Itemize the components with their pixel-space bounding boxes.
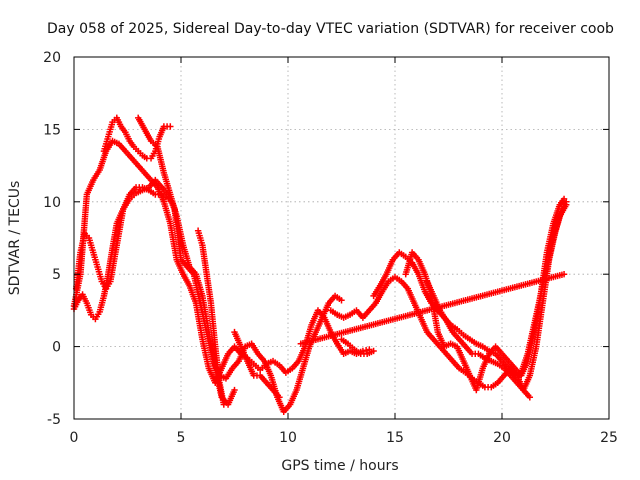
data-point	[338, 297, 345, 304]
data-points	[70, 114, 570, 415]
x-tick-labels: 0 5 10 15 20 25	[70, 430, 618, 446]
axis-ticks	[73, 56, 610, 420]
x-tick-label: 20	[493, 430, 511, 446]
data-point	[167, 123, 174, 130]
series-trace-11	[338, 336, 377, 358]
x-tick-label: 5	[177, 430, 186, 446]
x-tick-label: 25	[600, 430, 618, 446]
series-trace-10	[423, 278, 534, 401]
series-trace-1	[70, 137, 373, 386]
data-point	[563, 201, 570, 208]
series-trace-4	[100, 114, 174, 162]
series-trace-7	[327, 198, 570, 394]
data-point	[526, 394, 534, 401]
plot-frame	[73, 56, 610, 420]
x-axis-title: GPS time / hours	[281, 458, 398, 474]
data-point	[560, 195, 568, 203]
x-tick-label: 10	[279, 430, 297, 446]
data-point	[276, 394, 283, 401]
x-tick-label: 15	[386, 430, 404, 446]
y-tick-label: 15	[43, 122, 61, 138]
series-trace-12	[231, 328, 283, 401]
x-tick-label: 0	[70, 430, 79, 446]
y-tick-label: 10	[43, 195, 61, 211]
y-tick-label: 20	[43, 50, 61, 66]
series-trace-2	[70, 176, 345, 415]
data-point	[220, 401, 227, 408]
y-axis-title: SDTVAR / TECUs	[7, 181, 23, 296]
y-tick-label: 0	[52, 340, 61, 356]
series-trace-6	[194, 227, 227, 408]
y-tick-label: 5	[52, 267, 61, 283]
y-tick-labels: -5 0 5 10 15 20	[43, 50, 61, 428]
y-tick-label: -5	[47, 412, 61, 428]
series-trace-3	[72, 184, 172, 292]
data-point	[231, 386, 238, 394]
data-point	[297, 340, 305, 347]
series-outliers	[297, 271, 568, 347]
data-point	[370, 347, 377, 355]
series-trace-9	[402, 195, 568, 394]
chart-title: Day 058 of 2025, Sidereal Day-to-day VTE…	[47, 21, 614, 37]
